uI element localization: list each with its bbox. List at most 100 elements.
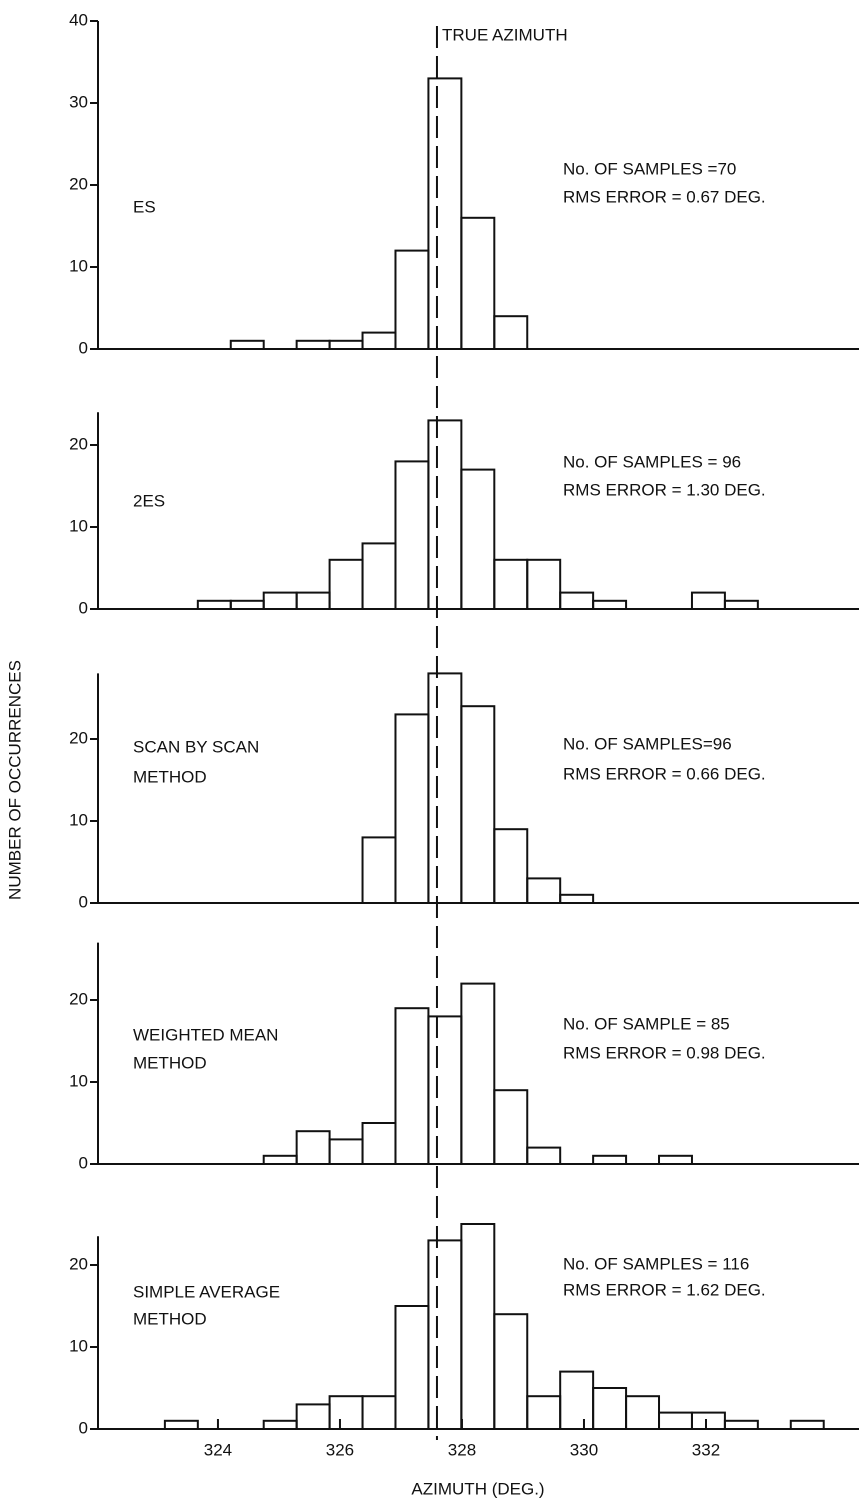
panel-note: RMS ERROR = 1.30 DEG. [563, 480, 766, 499]
panel-note: RMS ERROR = 1.62 DEG. [563, 1280, 766, 1299]
bar [723, 599, 759, 610]
panel-label: SCAN BY SCAN [133, 737, 259, 756]
bar [394, 1305, 430, 1430]
y-tick-label: 10 [69, 810, 88, 829]
bar [559, 591, 595, 610]
x-axis-label: AZIMUTH (DEG.) [411, 1479, 544, 1498]
bar [559, 1370, 595, 1430]
y-tick-label: 10 [69, 1336, 88, 1355]
y-tick-label: 20 [69, 728, 88, 747]
bar [526, 558, 562, 610]
panel-note: No. OF SAMPLE = 85 [563, 1014, 730, 1033]
bar [526, 1395, 562, 1430]
panel-label: METHOD [133, 1053, 207, 1072]
bar [493, 1313, 529, 1430]
bar [262, 591, 298, 610]
x-tick-label: 324 [204, 1440, 232, 1459]
y-tick-label: 0 [79, 1418, 88, 1437]
bar [493, 1089, 529, 1165]
bar [592, 599, 628, 610]
x-tick-label: 326 [326, 1440, 354, 1459]
bar [723, 1419, 759, 1431]
bar [493, 315, 529, 351]
panel-label: METHOD [133, 1309, 207, 1328]
x-tick-label: 328 [448, 1440, 476, 1459]
reference-label: TRUE AZIMUTH [442, 25, 568, 44]
x-tick-label: 332 [692, 1440, 720, 1459]
y-tick-label: 10 [69, 1071, 88, 1090]
bar [427, 419, 463, 610]
bar [262, 1419, 298, 1431]
bar [690, 1411, 726, 1430]
y-tick-label: 0 [79, 338, 88, 357]
bar [789, 1419, 825, 1431]
bar [361, 331, 397, 351]
bar [328, 339, 364, 350]
panel-note: RMS ERROR = 0.98 DEG. [563, 1043, 766, 1062]
bar [196, 599, 232, 610]
y-axis-label: NUMBER OF OCCURRENCES [5, 660, 24, 900]
bar [493, 558, 529, 610]
x-tick-label: 330 [570, 1440, 598, 1459]
panel-label: ES [133, 197, 156, 216]
bar [427, 77, 463, 351]
bar [559, 893, 595, 904]
bar [427, 672, 463, 905]
bar [229, 599, 265, 610]
bar [394, 1007, 430, 1166]
y-tick-label: 20 [69, 1254, 88, 1273]
y-tick-label: 0 [79, 598, 88, 617]
bar [394, 249, 430, 351]
panel-label: 2ES [133, 491, 165, 510]
y-tick-label: 0 [79, 892, 88, 911]
bar [295, 339, 331, 350]
y-tick-label: 0 [79, 1153, 88, 1172]
bar [361, 542, 397, 611]
panel-note: RMS ERROR = 0.66 DEG. [563, 764, 766, 783]
bar [460, 982, 496, 1165]
bar [295, 1130, 331, 1165]
bar [262, 1154, 298, 1166]
bar [229, 339, 265, 350]
bar [658, 1411, 693, 1430]
bar [328, 558, 364, 610]
panel-note: No. OF SAMPLES = 116 [563, 1254, 749, 1273]
y-tick-label: 20 [69, 989, 88, 1008]
bar [460, 1223, 496, 1430]
bar [690, 591, 726, 610]
bar [394, 460, 430, 610]
bar [658, 1154, 693, 1166]
bar [460, 705, 496, 905]
bar [361, 1122, 397, 1165]
bar [427, 1015, 463, 1166]
panel-label: WEIGHTED MEAN [133, 1025, 278, 1044]
panel-note: No. OF SAMPLES=96 [563, 734, 732, 753]
bar [295, 591, 331, 610]
bar [460, 216, 496, 350]
y-tick-label: 30 [69, 92, 88, 111]
panel-note: No. OF SAMPLES =70 [563, 159, 736, 178]
y-tick-label: 10 [69, 516, 88, 535]
bar [361, 1395, 397, 1430]
y-tick-label: 20 [69, 174, 88, 193]
bar [295, 1403, 331, 1431]
bar [592, 1154, 628, 1166]
bar [526, 877, 562, 905]
panel-note: RMS ERROR = 0.67 DEG. [563, 187, 766, 206]
bar [328, 1138, 364, 1166]
bar [163, 1419, 199, 1431]
y-tick-label: 40 [69, 10, 88, 29]
y-tick-label: 10 [69, 256, 88, 275]
bar [460, 468, 496, 610]
bar [592, 1387, 628, 1430]
bar [394, 713, 430, 905]
panel-label: METHOD [133, 767, 207, 786]
bar [625, 1395, 661, 1430]
bar [526, 1146, 562, 1165]
panel-note: No. OF SAMPLES = 96 [563, 452, 741, 471]
bar [427, 1239, 463, 1431]
y-tick-label: 20 [69, 434, 88, 453]
bar [361, 836, 397, 905]
panel-label: SIMPLE AVERAGE [133, 1282, 280, 1301]
